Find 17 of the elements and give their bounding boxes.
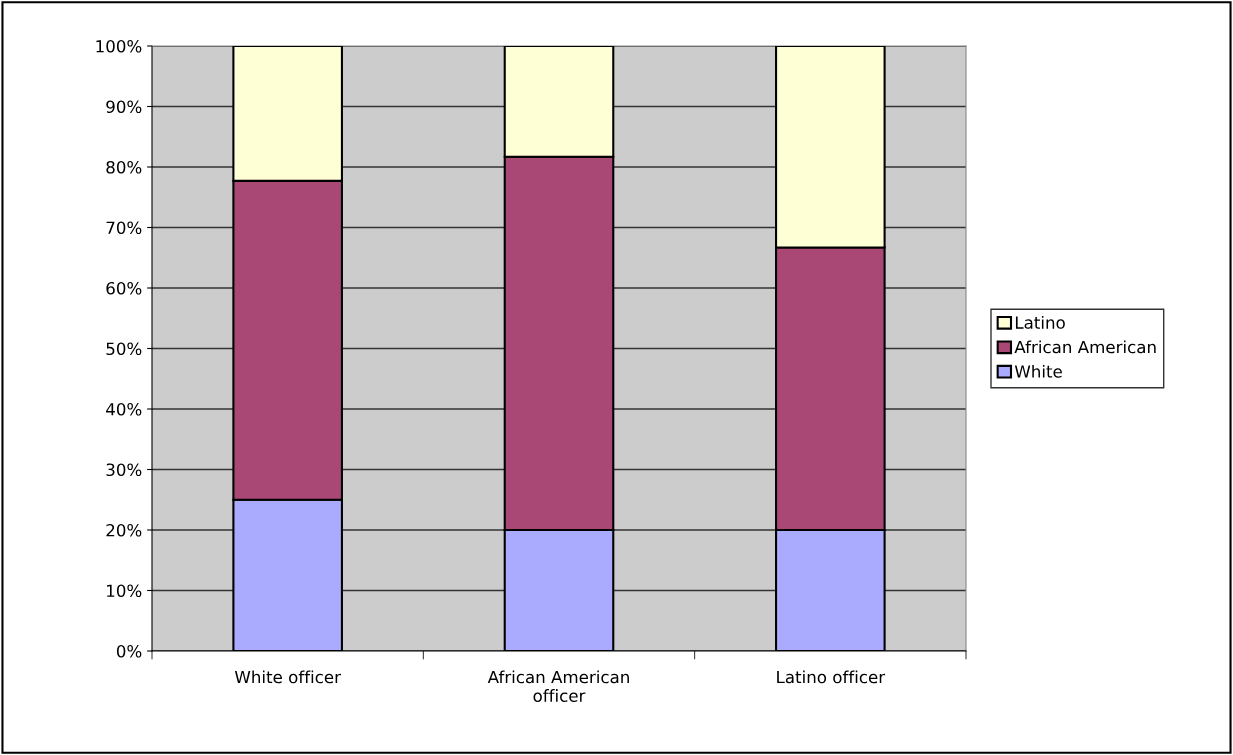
y-tick-label: 20% <box>106 523 142 537</box>
x-tick-label: Latino officer <box>777 670 886 684</box>
y-tick-label: 10% <box>107 584 142 598</box>
y-tick-label: 80% <box>106 160 142 174</box>
y-tick-label: 30% <box>106 463 142 477</box>
legend-label: Latino <box>1015 315 1065 329</box>
y-tick-label: 50% <box>106 342 142 356</box>
legend-label: African American <box>1014 340 1156 354</box>
legend-label: White <box>1014 364 1062 378</box>
y-tick-label: 0% <box>116 644 142 658</box>
x-tick-label: White officer <box>234 670 341 684</box>
x-tick-label: African American officer <box>487 670 629 703</box>
y-tick-label: 60% <box>106 281 142 295</box>
y-tick-label: 70% <box>106 221 142 235</box>
y-tick-label: 90% <box>106 100 142 114</box>
y-tick-label: 40% <box>106 402 142 416</box>
y-tick-label: 100% <box>96 39 142 53</box>
